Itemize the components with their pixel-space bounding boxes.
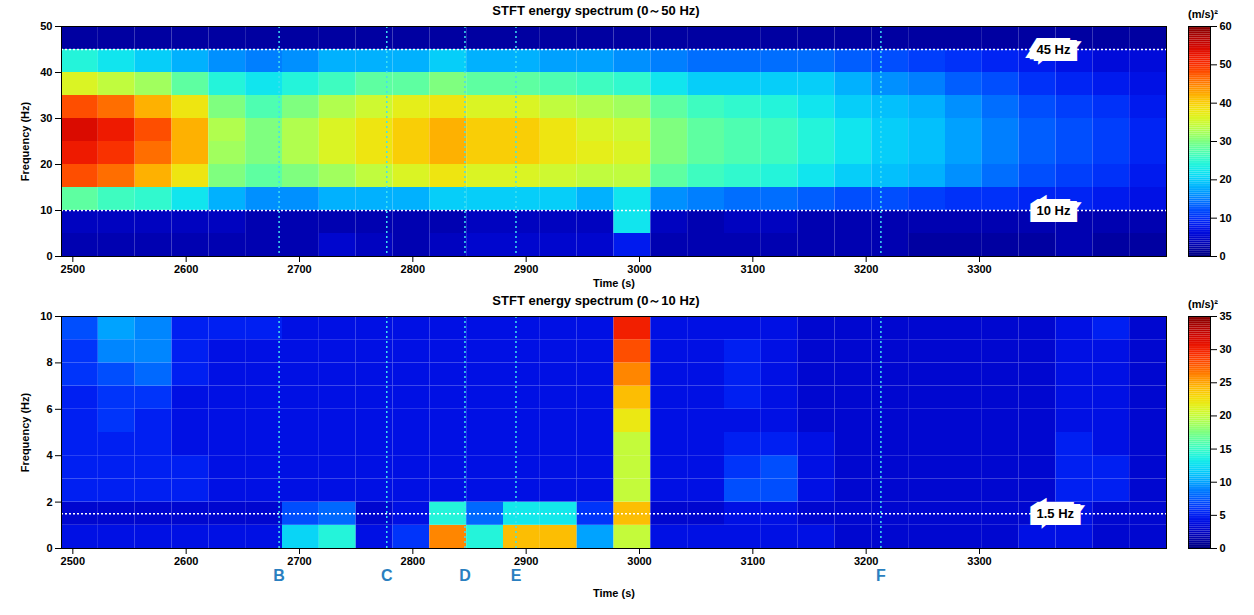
svg-text:10: 10 [1220, 476, 1232, 488]
svg-text:10: 10 [1220, 212, 1232, 224]
svg-text:Frequency (Hz): Frequency (Hz) [19, 392, 31, 472]
svg-text:E: E [511, 567, 522, 584]
svg-text:D: D [459, 567, 471, 584]
html-text:(m/s)²: (m/s)² [1188, 298, 1218, 310]
svg-text:2800: 2800 [401, 263, 425, 275]
svg-text:3300: 3300 [967, 555, 991, 567]
svg-text:Frequency (Hz): Frequency (Hz) [19, 101, 31, 181]
svg-text:0: 0 [1220, 250, 1226, 262]
svg-text:50: 50 [40, 20, 52, 32]
svg-text:2600: 2600 [174, 263, 198, 275]
svg-text:3200: 3200 [854, 263, 878, 275]
svg-text:F: F [876, 567, 886, 584]
svg-text:2700: 2700 [287, 263, 311, 275]
svg-text:3100: 3100 [741, 263, 765, 275]
svg-text:2: 2 [46, 496, 52, 508]
svg-text:3000: 3000 [627, 263, 651, 275]
svg-text:10: 10 [40, 204, 52, 216]
svg-text:C: C [381, 567, 393, 584]
svg-text:40: 40 [40, 66, 52, 78]
svg-text:20: 20 [1220, 409, 1232, 421]
svg-text:3000: 3000 [627, 555, 651, 567]
svg-text:0: 0 [1220, 542, 1226, 554]
svg-text:30: 30 [40, 112, 52, 124]
svg-text:6: 6 [46, 403, 52, 415]
svg-text:Time (s): Time (s) [593, 587, 635, 599]
svg-text:3200: 3200 [854, 555, 878, 567]
html-text:(m/s)²: (m/s)² [1188, 8, 1218, 20]
svg-text:3100: 3100 [741, 555, 765, 567]
svg-text:10: 10 [40, 310, 52, 322]
svg-text:3300: 3300 [967, 263, 991, 275]
svg-text:50: 50 [1220, 58, 1232, 70]
svg-text:2800: 2800 [401, 555, 425, 567]
svg-text:B: B [273, 567, 285, 584]
svg-text:60: 60 [1220, 20, 1232, 32]
svg-text:20: 20 [1220, 173, 1232, 185]
svg-text:0: 0 [46, 250, 52, 262]
svg-text:25: 25 [1220, 376, 1232, 388]
svg-text:2500: 2500 [61, 555, 85, 567]
svg-text:15: 15 [1220, 443, 1232, 455]
svg-text:2900: 2900 [514, 263, 538, 275]
svg-text:4: 4 [46, 449, 53, 461]
svg-text:10 Hz: 10 Hz [1037, 203, 1071, 218]
svg-text:40: 40 [1220, 97, 1232, 109]
svg-text:2900: 2900 [514, 555, 538, 567]
svg-text:2500: 2500 [61, 263, 85, 275]
html-text:STFT energy spectrum (0～10 Hz): STFT energy spectrum (0～10 Hz) [492, 293, 700, 308]
svg-text:30: 30 [1220, 343, 1232, 355]
svg-text:1.5 Hz: 1.5 Hz [1037, 506, 1075, 521]
svg-text:Time (s): Time (s) [593, 277, 635, 289]
svg-text:5: 5 [1220, 509, 1226, 521]
svg-text:35: 35 [1220, 310, 1232, 322]
svg-text:30: 30 [1220, 135, 1232, 147]
svg-text:8: 8 [46, 356, 52, 368]
svg-text:20: 20 [40, 158, 52, 170]
svg-text:2700: 2700 [287, 555, 311, 567]
svg-text:45 Hz: 45 Hz [1037, 42, 1071, 57]
html-text:STFT energy spectrum (0～50 Hz): STFT energy spectrum (0～50 Hz) [492, 3, 700, 18]
svg-text:2600: 2600 [174, 555, 198, 567]
svg-text:0: 0 [46, 542, 52, 554]
